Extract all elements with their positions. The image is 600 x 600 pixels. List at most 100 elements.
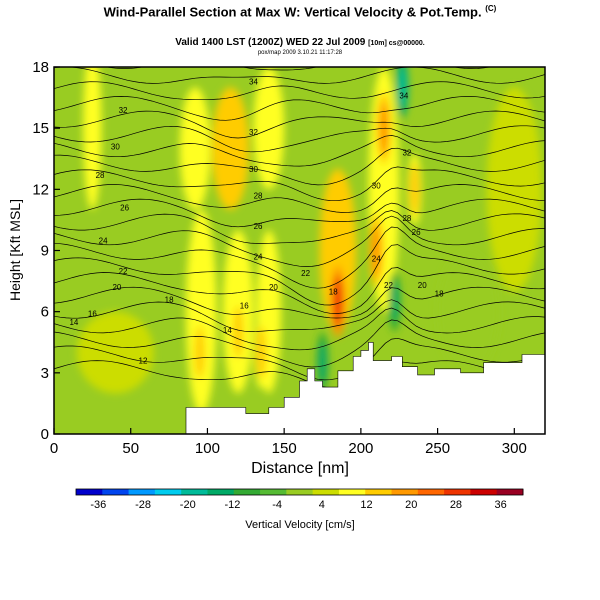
colorbar-swatch: [233, 489, 261, 495]
isentrope-label: 28: [402, 214, 411, 223]
colorbar-swatch: [338, 489, 366, 495]
field-region: [253, 67, 285, 190]
x-tick-label: 50: [122, 440, 139, 457]
isentrope-line: [54, 337, 545, 381]
isentrope-label: 26: [412, 228, 421, 237]
isentrope-line: [54, 267, 545, 314]
downdraft-core: [318, 342, 327, 383]
isentrope-label: 14: [223, 326, 232, 335]
chart-title-text: Wind-Parallel Section at Max W: Vertical…: [103, 4, 482, 20]
isentrope-label: 20: [112, 283, 121, 292]
isentrope-label: 24: [254, 253, 263, 262]
valid-note: [10m] cs@00000.: [368, 40, 425, 47]
colorbar-swatch: [207, 489, 235, 495]
y-axis-label: Height [Kft MSL]: [7, 199, 23, 301]
isentrope-label: 20: [269, 283, 278, 292]
isentrope-label: 28: [254, 191, 263, 200]
title-tag: (C): [485, 4, 497, 13]
y-tick-label: 0: [41, 426, 49, 443]
colorbar-tick-label: -28: [135, 499, 151, 511]
isentrope-line: [54, 299, 545, 332]
y-tick-label: 9: [41, 243, 49, 260]
field-region: [77, 311, 154, 394]
x-tick-label: 300: [502, 440, 527, 457]
isentrope-label: 20: [418, 281, 427, 290]
colorbar-swatch: [286, 489, 314, 495]
isentrope-line: [54, 81, 545, 101]
colorbar-swatch: [365, 489, 393, 495]
isentrope-line: [54, 198, 545, 228]
colorbar: -36 -28 -20 -12 -4 4 12 20 28 36: [75, 488, 524, 511]
isentrope-label: 28: [96, 171, 105, 180]
isentrope-label: 24: [372, 255, 381, 264]
isentrope-line: [54, 210, 545, 244]
isentrope-line: [54, 135, 545, 167]
isentrope-line: [54, 147, 545, 186]
isentrope-line: [54, 166, 545, 202]
colorbar-swatch: [102, 489, 130, 495]
isentrope-label: 18: [435, 289, 444, 298]
colorbar-swatch: [391, 489, 419, 495]
colorbar-swatch: [181, 489, 208, 495]
colorbar-tick-label: 20: [405, 499, 417, 511]
terrain: [54, 342, 545, 434]
downdraft-core: [398, 67, 407, 108]
chart-title: Wind-Parallel Section at Max W: Vertical…: [0, 4, 600, 19]
isentrope-label: 30: [249, 165, 258, 174]
isentrope-label: 26: [120, 204, 129, 213]
isentrope-line: [54, 125, 545, 153]
isentrope-line: [54, 226, 545, 289]
isentrope-line: [54, 96, 545, 121]
y-tick-label: 6: [41, 304, 49, 321]
colorbar-swatch: [76, 489, 103, 495]
field-region: [486, 87, 542, 292]
colorbar-tick-label: 28: [450, 499, 462, 511]
isentrope-line: [54, 215, 545, 267]
field-region: [179, 87, 211, 210]
field-region: [212, 87, 249, 210]
field-region: [319, 168, 357, 333]
field-region: [437, 250, 499, 373]
isentrope-label: 14: [69, 318, 78, 327]
isentrope-label: 32: [402, 149, 411, 158]
updraft-core: [194, 326, 205, 379]
isentrope-label: 32: [249, 128, 258, 137]
colorbar-frame: [75, 488, 524, 496]
colorbar-tick-label: -36: [90, 499, 106, 511]
isentrope-label: 30: [111, 143, 120, 152]
y-tick-label: 12: [32, 181, 49, 198]
colorbar-tick-label: 4: [319, 499, 325, 511]
isentrope-line: [54, 360, 545, 390]
x-axis: 0 50 100 150 200 250 300: [50, 428, 527, 457]
y-axis: 0 3 6 9 12 15 18: [32, 59, 60, 443]
isentrope-label: 26: [254, 222, 263, 231]
isentrope-line: [54, 286, 545, 319]
x-axis-label: Distance [nm]: [251, 460, 349, 477]
isentrope-line: [54, 110, 545, 139]
isentrope-label: 34: [249, 77, 258, 86]
isentrope-line: [54, 244, 545, 306]
colorbar-swatch: [312, 489, 340, 495]
isentrope-label: 16: [240, 302, 249, 311]
isentrope-label: 16: [88, 310, 97, 319]
valid-time: Valid 1400 LST (1200Z) WED 22 Jul 2009 […: [0, 37, 600, 48]
colorbar-label: Vertical Velocity [cm/s]: [245, 519, 354, 531]
isentrope-line: [105, 67, 492, 71]
isentrope-line: [54, 67, 545, 84]
x-tick-label: 150: [272, 440, 297, 457]
y-tick-label: 3: [41, 365, 49, 382]
isentrope-label: 22: [384, 281, 393, 290]
isentrope-line: [54, 319, 545, 368]
y-tick-label: 15: [32, 120, 49, 137]
colorbar-tick-label: -4: [272, 499, 282, 511]
colorbar-swatch: [444, 489, 471, 495]
colorbar-swatch: [470, 489, 498, 495]
colorbar-swatch: [496, 489, 524, 495]
isentrope-label: 22: [119, 267, 128, 276]
isentrope-label: 12: [139, 357, 148, 366]
isentrope-label: 22: [301, 269, 310, 278]
isentrope-line: [54, 184, 545, 213]
